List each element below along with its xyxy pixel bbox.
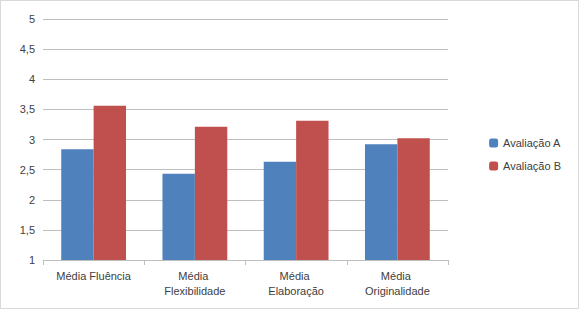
svg-text:5: 5 (29, 13, 35, 25)
svg-text:Média: Média (178, 270, 211, 282)
svg-text:Avaliação A: Avaliação A (503, 137, 561, 149)
svg-text:Média: Média (381, 270, 414, 282)
svg-text:3,5: 3,5 (20, 103, 35, 115)
svg-text:1,5: 1,5 (20, 224, 35, 236)
svg-text:Flexibilidade: Flexibilidade (164, 285, 225, 297)
svg-text:4: 4 (29, 73, 35, 85)
svg-text:Média Fluência: Média Fluência (56, 270, 131, 282)
svg-text:Avaliação B: Avaliação B (503, 160, 561, 172)
svg-text:1: 1 (29, 254, 35, 266)
svg-text:4,5: 4,5 (20, 43, 35, 55)
svg-text:2,5: 2,5 (20, 164, 35, 176)
svg-text:Elaboração: Elaboração (268, 285, 324, 297)
svg-text:3: 3 (29, 134, 35, 146)
svg-text:2: 2 (29, 194, 35, 206)
svg-text:Originalidade: Originalidade (365, 285, 430, 297)
svg-text:Média: Média (280, 270, 313, 282)
